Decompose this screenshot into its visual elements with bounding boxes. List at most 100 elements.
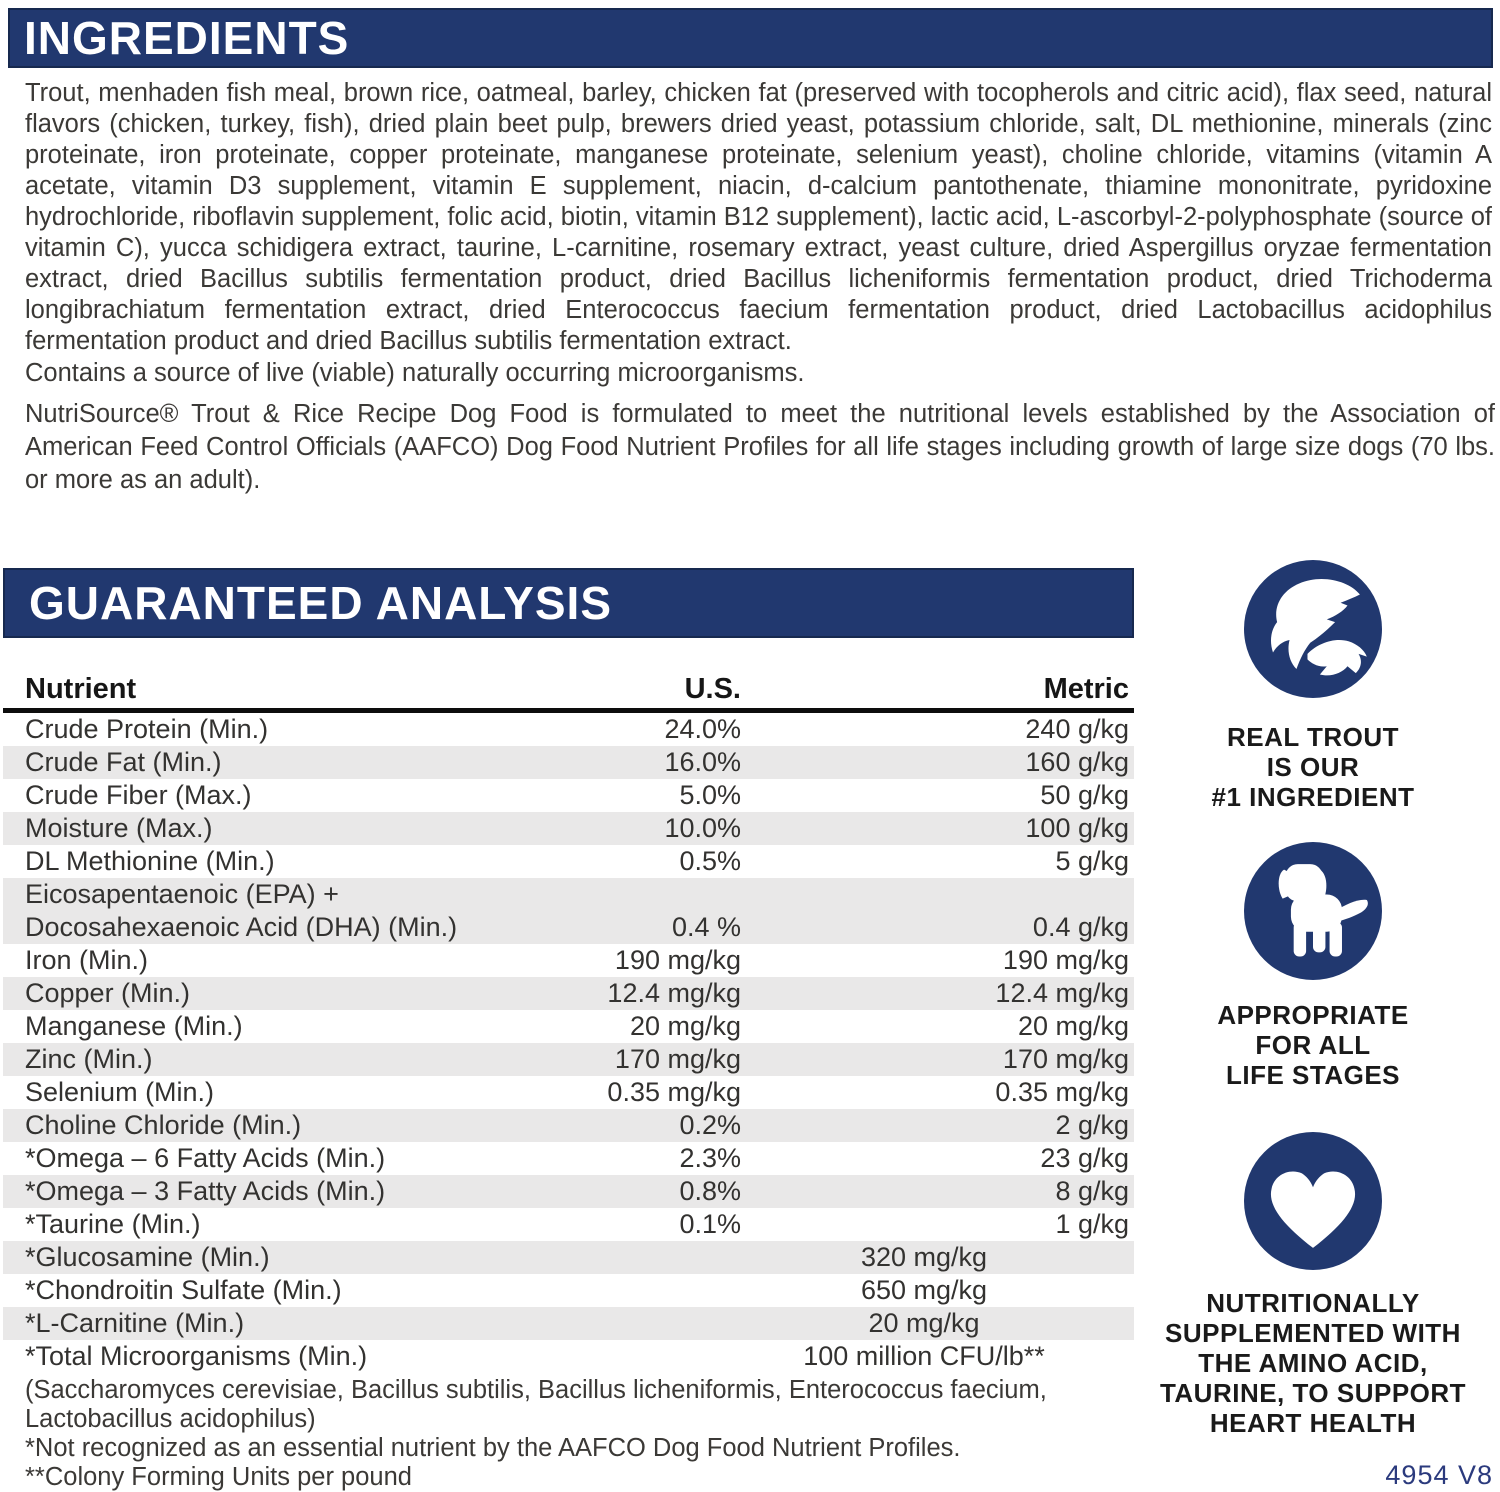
nutrient-cell: Iron (Min.)	[25, 945, 149, 975]
metric-value-cell: 1 g/kg	[1055, 1209, 1129, 1239]
metric-value-cell: 170 mg/kg	[1002, 1044, 1129, 1074]
table-row: *Taurine (Min.) 0.1% 1 g/kg	[3, 1208, 1134, 1241]
nutrient-cell: Eicosapentaenoic (EPA) + Docosahexaenoic …	[25, 879, 458, 942]
us-value-cell: 170 mg/kg	[614, 1044, 741, 1074]
nutrient-cell: *Chondroitin Sulfate (Min.)	[25, 1275, 342, 1305]
table-row: Crude Protein (Min.) 24.0% 240 g/kg	[3, 713, 1134, 746]
us-value-cell: 0.8%	[679, 1176, 741, 1206]
badge-line: #1 INGREDIENT	[1211, 782, 1415, 812]
badge-life-stages: APPROPRIATE FOR ALL LIFE STAGES	[1153, 1000, 1473, 1090]
table-row: Manganese (Min.) 20 mg/kg 20 mg/kg	[3, 1010, 1134, 1043]
footnote-double-asterisk: **Colony Forming Units per pound	[25, 1463, 412, 1491]
badge-line: NUTRITIONALLY	[1206, 1288, 1420, 1318]
ga-table-body: Crude Protein (Min.) 24.0% 240 g/kg Crude F…	[3, 713, 1134, 1373]
metric-value-cell: 8 g/kg	[1055, 1176, 1129, 1206]
metric-value-cell: 0.4 g/kg	[1032, 912, 1129, 942]
nutrient-cell: *Omega – 3 Fatty Acids (Min.)	[25, 1176, 386, 1206]
nutrient-cell: Crude Protein (Min.)	[25, 714, 269, 744]
table-row: Zinc (Min.) 170 mg/kg 170 mg/kg	[3, 1043, 1134, 1076]
guaranteed-analysis-table: Nutrient U.S. Metric Crude Protein (Min.…	[3, 672, 1134, 1373]
nutrient-cell: *Glucosamine (Min.)	[25, 1242, 270, 1272]
us-value-cell: 5.0%	[679, 780, 741, 810]
metric-value-cell: 20 mg/kg	[1017, 1011, 1129, 1041]
nutrient-cell: Moisture (Max.)	[25, 813, 213, 843]
footnote-asterisk: *Not recognized as an essential nutrient…	[25, 1434, 961, 1462]
ingredients-title: INGREDIENTS	[24, 12, 350, 64]
badge-line: TAURINE, TO SUPPORT	[1159, 1378, 1467, 1408]
nutrient-cell: *Total Microorganisms (Min.)	[25, 1341, 368, 1371]
column-header-nutrient: Nutrient	[25, 673, 137, 705]
fish-icon	[1244, 560, 1382, 698]
guaranteed-analysis-header-bar: GUARANTEED ANALYSIS	[3, 568, 1134, 638]
live-microorganisms-note: Contains a source of live (viable) natur…	[25, 359, 805, 387]
badge-line: REAL TROUT	[1226, 722, 1400, 752]
table-row: *Omega – 6 Fatty Acids (Min.) 2.3% 23 g/kg	[3, 1142, 1134, 1175]
table-header-rule	[3, 708, 1134, 713]
span-value-cell: 20 mg/kg	[868, 1308, 980, 1338]
us-value-cell: 24.0%	[664, 714, 741, 744]
nutrient-cell: DL Methionine (Min.)	[25, 846, 275, 876]
badge-line: LIFE STAGES	[1225, 1060, 1401, 1090]
table-row: *L-Carnitine (Min.) 20 mg/kg	[3, 1307, 1134, 1340]
span-value-cell: 100 million CFU/lb**	[803, 1341, 1045, 1371]
span-value-cell: 650 mg/kg	[860, 1275, 988, 1305]
nutrient-cell: Choline Chloride (Min.)	[25, 1110, 302, 1140]
table-row: *Total Microorganisms (Min.) 100 million …	[3, 1340, 1134, 1373]
metric-value-cell: 160 g/kg	[1025, 747, 1129, 777]
us-value-cell: 0.5%	[679, 846, 741, 876]
nutrient-cell: Copper (Min.)	[25, 978, 191, 1008]
table-row: *Glucosamine (Min.) 320 mg/kg	[3, 1241, 1134, 1274]
column-header-metric: Metric	[1043, 673, 1129, 705]
table-row: Choline Chloride (Min.) 0.2% 2 g/kg	[3, 1109, 1134, 1142]
metric-value-cell: 100 g/kg	[1025, 813, 1129, 843]
metric-value-cell: 5 g/kg	[1055, 846, 1129, 876]
metric-value-cell: 240 g/kg	[1025, 714, 1129, 744]
us-value-cell: 12.4 mg/kg	[607, 978, 741, 1008]
us-value-cell: 2.3%	[679, 1143, 741, 1173]
badge-line: IS OUR	[1266, 752, 1360, 782]
metric-value-cell: 0.35 mg/kg	[995, 1077, 1129, 1107]
us-value-cell: 16.0%	[664, 747, 741, 777]
us-value-cell: 0.2%	[679, 1110, 741, 1140]
heart-icon	[1244, 1132, 1382, 1270]
us-value-cell: 10.0%	[664, 813, 741, 843]
us-value-cell: 20 mg/kg	[629, 1011, 741, 1041]
table-row: Crude Fat (Min.) 16.0% 160 g/kg	[3, 746, 1134, 779]
nutrient-cell: Zinc (Min.)	[25, 1044, 153, 1074]
badge-line: THE AMINO ACID,	[1198, 1348, 1428, 1378]
product-code: 4954 V8	[1385, 1460, 1493, 1490]
ingredients-paragraph: Trout, menhaden fish meal, brown rice, o…	[25, 79, 1492, 355]
table-row: Iron (Min.) 190 mg/kg 190 mg/kg	[3, 944, 1134, 977]
table-row: *Chondroitin Sulfate (Min.) 650 mg/kg	[3, 1274, 1134, 1307]
us-value-cell: 0.35 mg/kg	[607, 1077, 741, 1107]
aafco-statement: NutriSource® Trout & Rice Recipe Dog Foo…	[25, 400, 1495, 494]
nutrient-cell: Crude Fiber (Max.)	[25, 780, 252, 810]
nutrient-cell: *L-Carnitine (Min.)	[25, 1308, 245, 1338]
us-value-cell: 0.1%	[679, 1209, 741, 1239]
table-row: Crude Fiber (Max.) 5.0% 50 g/kg	[3, 779, 1134, 812]
nutrient-cell: Manganese (Min.)	[25, 1011, 243, 1041]
footnote-organisms: (Saccharomyces cerevisiae, Bacillus subt…	[25, 1376, 1047, 1433]
guaranteed-analysis-title: GUARANTEED ANALYSIS	[29, 577, 612, 629]
metric-value-cell: 50 g/kg	[1040, 780, 1129, 810]
nutrient-cell: *Taurine (Min.)	[25, 1209, 201, 1239]
table-row: Selenium (Min.) 0.35 mg/kg 0.35 mg/kg	[3, 1076, 1134, 1109]
table-row: Copper (Min.) 12.4 mg/kg 12.4 mg/kg	[3, 977, 1134, 1010]
footnotes: (Saccharomyces cerevisiae, Bacillus subt…	[25, 1376, 1135, 1492]
metric-value-cell: 190 mg/kg	[1002, 945, 1129, 975]
nutrient-cell: *Omega – 6 Fatty Acids (Min.)	[25, 1143, 386, 1173]
badge-line: HEART HEALTH	[1209, 1408, 1417, 1438]
badge-line: APPROPRIATE	[1217, 1000, 1409, 1030]
badge-real-trout: REAL TROUT IS OUR #1 INGREDIENT	[1153, 722, 1473, 812]
metric-value-cell: 23 g/kg	[1040, 1143, 1129, 1173]
us-value-cell: 190 mg/kg	[614, 945, 741, 975]
metric-value-cell: 2 g/kg	[1055, 1110, 1129, 1140]
nutrient-cell: Selenium (Min.)	[25, 1077, 215, 1107]
table-header-row: Nutrient U.S. Metric	[3, 672, 1134, 706]
table-row: *Omega – 3 Fatty Acids (Min.) 0.8% 8 g/kg	[3, 1175, 1134, 1208]
badge-line: SUPPLEMENTED WITH	[1165, 1318, 1461, 1348]
metric-value-cell: 12.4 mg/kg	[995, 978, 1129, 1008]
column-header-us: U.S.	[684, 673, 741, 705]
badge-taurine-heart: NUTRITIONALLY SUPPLEMENTED WITH THE AMIN…	[1153, 1288, 1473, 1438]
